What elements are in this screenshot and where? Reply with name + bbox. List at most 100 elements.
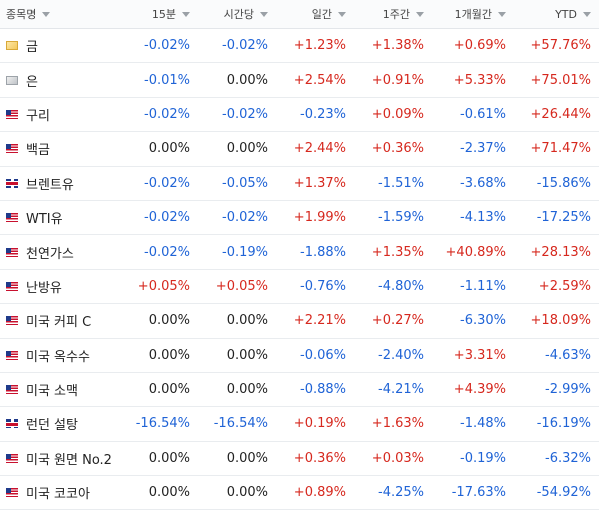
commodity-name-cell[interactable]: 미국 옥수수 — [0, 346, 128, 365]
column-header-name[interactable]: 종목명 — [0, 6, 128, 22]
table-row[interactable]: 금 -0.02% -0.02% +1.23% +1.38% +0.69% +57.76% — [0, 29, 599, 64]
change-cell: -0.23% — [300, 106, 346, 122]
change-cell: -0.19% — [222, 244, 268, 260]
commodity-name[interactable]: 백금 — [26, 143, 50, 159]
sort-caret-icon[interactable] — [260, 11, 268, 17]
commodity-name-cell[interactable]: 구리 — [0, 105, 128, 124]
commodity-name-cell[interactable]: 금 — [0, 36, 128, 55]
column-header-daily[interactable]: 일간 — [276, 6, 354, 22]
column-header-monthly[interactable]: 1개월간 — [432, 6, 514, 22]
commodity-name[interactable]: 미국 원면 No.2 — [26, 452, 112, 468]
column-header-label: 15분 — [151, 8, 176, 21]
change-cell: +0.36% — [293, 450, 346, 466]
table-row[interactable]: 백금 0.00% 0.00% +2.44% +0.36% -2.37% +71.47% — [0, 132, 599, 167]
sort-caret-icon[interactable] — [583, 11, 591, 17]
commodity-name-cell[interactable]: 은 — [0, 71, 128, 90]
table-row[interactable]: 브렌트유 -0.02% -0.05% +1.37% -1.51% -3.68% -15.86… — [0, 167, 599, 201]
change-cell: -4.63% — [545, 347, 591, 363]
us-flag-icon — [6, 316, 18, 326]
change-cell: +2.59% — [538, 278, 591, 294]
commodity-name[interactable]: 미국 코코아 — [26, 487, 90, 503]
change-cell: -1.51% — [378, 175, 424, 191]
change-cell: +0.69% — [453, 38, 506, 54]
change-cell: -1.48% — [460, 416, 506, 432]
change-cell: +1.99% — [293, 210, 346, 226]
sort-caret-icon[interactable] — [338, 11, 346, 17]
commodity-name[interactable]: 천연가스 — [26, 246, 74, 262]
commodity-name[interactable]: 미국 커피 C — [26, 315, 92, 331]
table-row[interactable]: 미국 커피 C 0.00% 0.00% +2.21% +0.27% -6.30% +18.0… — [0, 304, 599, 339]
commodity-name[interactable]: 구리 — [26, 108, 50, 124]
change-cell: -16.19% — [536, 416, 591, 432]
table-body: 금 -0.02% -0.02% +1.23% +1.38% +0.69% +57.76% 은 -… — [0, 29, 599, 510]
change-cell: 0.00% — [148, 141, 190, 157]
change-cell: +28.13% — [530, 244, 591, 260]
change-cell: +26.44% — [530, 106, 591, 122]
change-cell: -1.11% — [460, 278, 506, 294]
change-cell: +0.05% — [215, 278, 268, 294]
uk-flag-icon — [6, 178, 18, 188]
sort-caret-icon[interactable] — [416, 11, 424, 17]
table-row[interactable]: WTI유 -0.02% -0.02% +1.99% -1.59% -4.13% -17.25… — [0, 201, 599, 236]
table-row[interactable]: 런던 설탕 -16.54% -16.54% +0.19% +1.63% -1.48% -16… — [0, 407, 599, 442]
table-row[interactable]: 미국 원면 No.2 0.00% 0.00% +0.36% +0.03% -0.19% -6… — [0, 442, 599, 477]
commodity-name-cell[interactable]: 미국 커피 C — [0, 311, 128, 330]
commodity-name-cell[interactable]: 미국 코코아 — [0, 483, 128, 502]
commodity-name-cell[interactable]: 백금 — [0, 139, 128, 158]
table-row[interactable]: 난방유 +0.05% +0.05% -0.76% -4.80% -1.11% +2.59% — [0, 270, 599, 305]
commodity-name-cell[interactable]: 난방유 — [0, 277, 128, 296]
change-cell: 0.00% — [226, 141, 268, 157]
column-header-label: 일간 — [311, 8, 332, 21]
table-row[interactable]: 미국 옥수수 0.00% 0.00% -0.06% -2.40% +3.31% -4.63% — [0, 339, 599, 373]
change-cell: -0.05% — [222, 175, 268, 191]
commodity-name[interactable]: 미국 소맥 — [26, 384, 78, 400]
commodity-name-cell[interactable]: 미국 원면 No.2 — [0, 449, 128, 468]
column-header-hourly[interactable]: 시간당 — [198, 6, 276, 22]
commodity-name-cell[interactable]: 런던 설탕 — [0, 414, 128, 433]
table-row[interactable]: 천연가스 -0.02% -0.19% -1.88% +1.35% +40.89% +28.1… — [0, 235, 599, 270]
change-cell: -0.61% — [460, 106, 506, 122]
change-cell: 0.00% — [148, 450, 190, 466]
change-cell: -0.76% — [300, 278, 346, 294]
change-cell: +5.33% — [453, 72, 506, 88]
change-cell: +40.89% — [445, 244, 506, 260]
commodity-name[interactable]: 은 — [26, 74, 38, 90]
change-cell: -0.02% — [222, 38, 268, 54]
change-cell: -4.25% — [378, 485, 424, 501]
us-flag-icon — [6, 350, 18, 360]
table-row[interactable]: 미국 소맥 0.00% 0.00% -0.88% -4.21% +4.39% -2.99% — [0, 373, 599, 408]
commodity-name-cell[interactable]: WTI유 — [0, 208, 128, 227]
commodity-name-cell[interactable]: 천연가스 — [0, 243, 128, 262]
change-cell: -0.88% — [300, 382, 346, 398]
change-cell: 0.00% — [226, 450, 268, 466]
sort-caret-icon[interactable] — [42, 11, 51, 17]
sort-caret-icon[interactable] — [498, 11, 506, 17]
commodity-name-cell[interactable]: 브렌트유 — [0, 174, 128, 193]
table-row[interactable]: 미국 코코아 0.00% 0.00% +0.89% -4.25% -17.63% -54.9… — [0, 476, 599, 510]
change-cell: +1.37% — [293, 175, 346, 191]
column-header-weekly[interactable]: 1주간 — [354, 6, 432, 22]
change-cell: +1.23% — [293, 38, 346, 54]
change-cell: -6.32% — [545, 450, 591, 466]
change-cell: +75.01% — [530, 72, 591, 88]
commodity-name[interactable]: 런던 설탕 — [26, 418, 78, 434]
column-header-ytd[interactable]: YTD — [514, 8, 599, 21]
commodity-name[interactable]: 미국 옥수수 — [26, 349, 90, 365]
commodity-name[interactable]: 브렌트유 — [26, 177, 74, 193]
change-cell: 0.00% — [226, 313, 268, 329]
change-cell: -3.68% — [460, 175, 506, 191]
commodity-name[interactable]: WTI유 — [26, 212, 63, 228]
change-cell: -2.99% — [545, 382, 591, 398]
column-header-15min[interactable]: 15분 — [128, 6, 198, 22]
commodity-name-cell[interactable]: 미국 소맥 — [0, 380, 128, 399]
table-row[interactable]: 은 -0.01% 0.00% +2.54% +0.91% +5.33% +75.01% — [0, 63, 599, 98]
table-row[interactable]: 구리 -0.02% -0.02% -0.23% +0.09% -0.61% +26.44% — [0, 98, 599, 133]
column-header-label: 종목명 — [6, 8, 37, 21]
sort-caret-icon[interactable] — [182, 11, 190, 17]
commodity-name[interactable]: 금 — [26, 40, 38, 56]
column-header-label: 시간당 — [223, 8, 254, 21]
column-header-label: 1주간 — [382, 8, 410, 21]
change-cell: -4.80% — [378, 278, 424, 294]
commodity-name[interactable]: 난방유 — [26, 280, 62, 296]
